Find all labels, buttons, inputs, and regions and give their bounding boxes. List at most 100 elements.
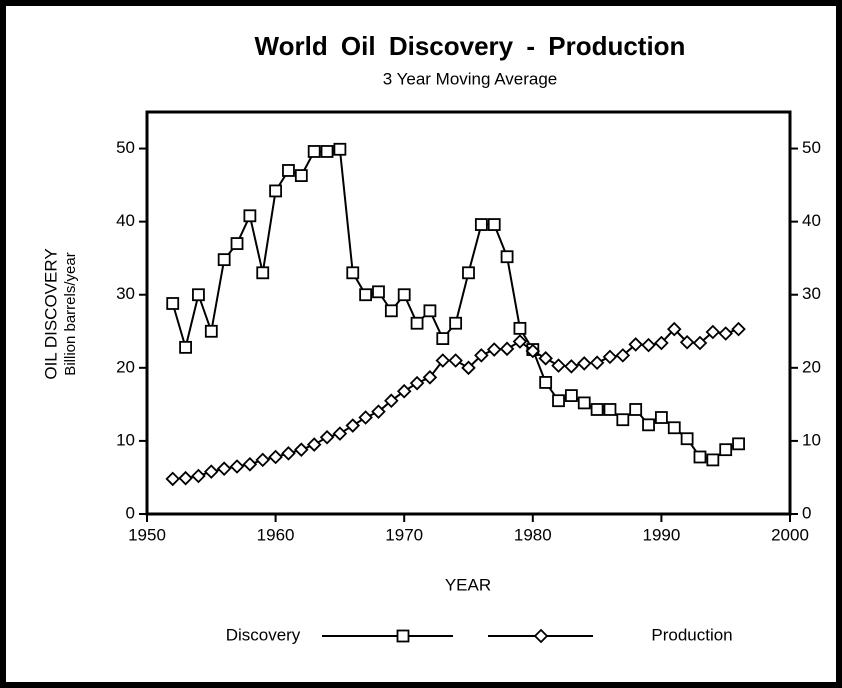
square-marker — [539, 376, 553, 389]
square-marker — [204, 324, 218, 338]
y-tick-label: 0 — [126, 503, 135, 522]
diamond-marker — [628, 337, 643, 352]
diamond-marker — [461, 360, 476, 376]
square-marker — [192, 288, 205, 302]
diamond-marker — [409, 375, 425, 391]
square-marker — [487, 218, 501, 231]
diamond-marker — [294, 442, 309, 457]
diamond-marker — [268, 449, 283, 465]
y2-tick-label: 0 — [802, 503, 811, 522]
x-tick-label: 1980 — [514, 525, 552, 544]
plot-area — [145, 110, 792, 516]
square-marker — [217, 253, 231, 267]
diamond-marker — [332, 426, 348, 441]
y-axis-sublabel: Billion barrels/year — [62, 252, 79, 375]
square-marker — [179, 340, 192, 354]
square-marker — [384, 304, 398, 318]
y2-tick-label: 40 — [802, 211, 821, 230]
diamond-marker — [448, 353, 463, 368]
square-marker — [462, 266, 475, 280]
diamond-marker — [229, 459, 245, 474]
diamond-marker — [589, 355, 605, 370]
x-tick-label: 1950 — [128, 525, 166, 544]
diamond-marker — [242, 457, 258, 472]
x-axis-label: YEAR — [445, 575, 491, 594]
square-marker — [552, 394, 565, 408]
square-marker — [642, 418, 655, 432]
diamond-marker — [422, 370, 438, 385]
square-marker — [732, 437, 745, 451]
diamond-marker — [641, 337, 656, 353]
diamond-marker — [731, 321, 746, 337]
diamond-marker — [602, 349, 618, 365]
y-tick-label: 20 — [116, 357, 135, 376]
square-marker — [719, 443, 733, 457]
diamond-marker — [396, 383, 412, 399]
diamond-marker — [486, 342, 502, 357]
legend-label: Production — [651, 625, 732, 644]
chart-subtitle: 3 Year Moving Average — [383, 69, 558, 88]
square-marker — [346, 266, 360, 280]
square-marker — [294, 169, 308, 182]
diamond-marker — [255, 452, 271, 468]
diamond-marker — [165, 471, 180, 487]
y-tick-label: 10 — [116, 430, 135, 449]
square-marker — [680, 432, 694, 446]
square-marker — [655, 411, 668, 424]
square-marker — [590, 403, 604, 416]
legend-marker — [533, 628, 549, 644]
diamond-marker — [692, 335, 708, 351]
y-tick-label: 40 — [116, 211, 135, 230]
square-marker — [449, 316, 463, 330]
square-marker — [166, 297, 180, 310]
square-marker — [243, 209, 257, 223]
diamond-marker — [705, 324, 721, 340]
diamond-marker — [191, 468, 206, 484]
diamond-marker — [204, 464, 219, 479]
diamond-marker — [654, 335, 669, 351]
diamond-marker — [319, 429, 335, 445]
square-marker — [423, 304, 437, 318]
x-tick-label: 1970 — [385, 525, 423, 544]
diamond-marker — [576, 356, 592, 371]
diamond-marker — [718, 326, 733, 341]
square-marker — [693, 450, 707, 464]
square-marker — [282, 164, 295, 177]
diamond-marker — [371, 404, 386, 419]
x-tick-label: 2000 — [771, 525, 809, 544]
diamond-marker — [178, 470, 193, 486]
square-marker — [616, 413, 630, 427]
diamond-marker — [538, 351, 553, 366]
square-marker — [307, 145, 321, 158]
diamond-marker — [679, 334, 695, 350]
diamond-marker — [345, 418, 361, 433]
diamond-marker — [281, 446, 296, 461]
y2-tick-label: 20 — [802, 357, 821, 376]
square-marker — [500, 250, 514, 264]
diamond-marker — [306, 437, 322, 452]
diamond-marker — [512, 334, 528, 349]
y-tick-label: 50 — [116, 138, 135, 157]
diamond-marker — [666, 321, 682, 337]
square-marker — [359, 288, 373, 302]
diamond-marker — [474, 348, 489, 363]
square-marker — [230, 237, 244, 250]
diamond-marker — [564, 359, 579, 374]
diamond-marker — [615, 348, 631, 363]
diamond-marker — [499, 341, 515, 357]
square-marker — [629, 403, 643, 416]
square-marker — [577, 396, 591, 410]
diamond-marker — [358, 410, 373, 425]
square-marker — [410, 316, 424, 330]
legend-label: Discovery — [226, 625, 301, 644]
diamond-marker — [435, 353, 451, 368]
square-marker — [513, 321, 527, 335]
diamond-marker — [551, 358, 566, 373]
square-marker — [320, 145, 334, 158]
x-tick-label: 1990 — [642, 525, 680, 544]
square-marker — [564, 389, 578, 402]
square-marker — [603, 403, 617, 416]
chart-title: World Oil Discovery - Production — [255, 31, 686, 61]
